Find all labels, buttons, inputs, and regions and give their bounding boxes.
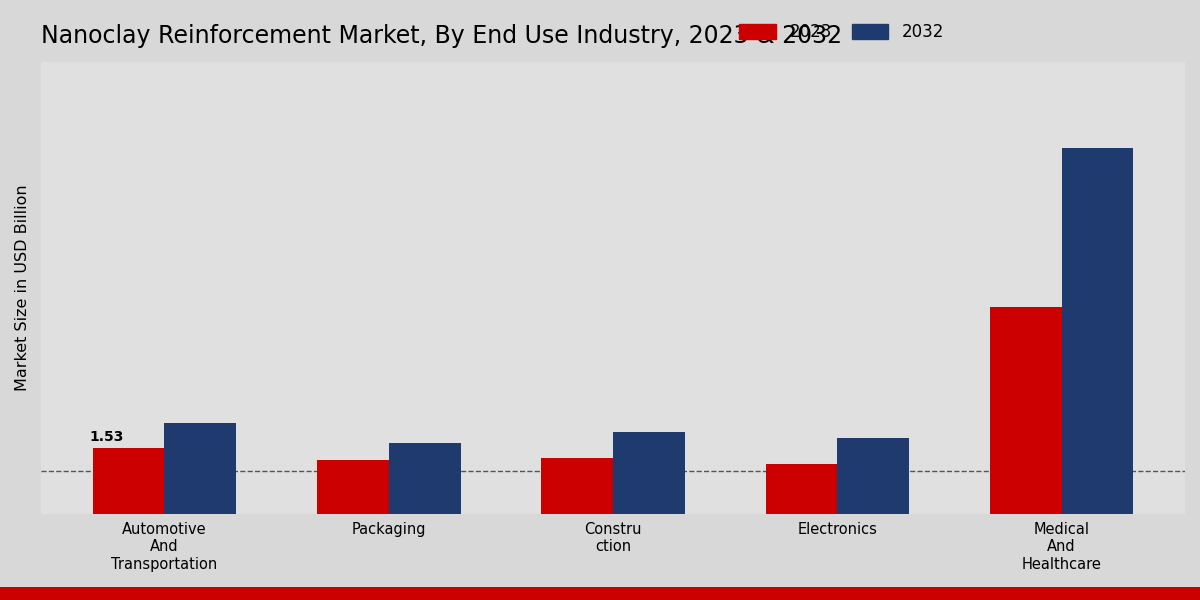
Bar [92,448,164,514]
Bar [541,458,613,514]
Bar [766,464,838,514]
Bar [990,307,1062,514]
Y-axis label: Market Size in USD Billion: Market Size in USD Billion [14,185,30,391]
Text: 1.53: 1.53 [90,430,124,445]
Bar [317,460,389,514]
Bar [1062,148,1134,514]
Bar [389,443,461,514]
Text: Nanoclay Reinforcement Market, By End Use Industry, 2023 & 2032: Nanoclay Reinforcement Market, By End Us… [41,23,842,47]
Bar [838,439,910,514]
Bar [613,432,685,514]
Bar [164,424,236,514]
Legend: 2023, 2032: 2023, 2032 [733,16,950,47]
